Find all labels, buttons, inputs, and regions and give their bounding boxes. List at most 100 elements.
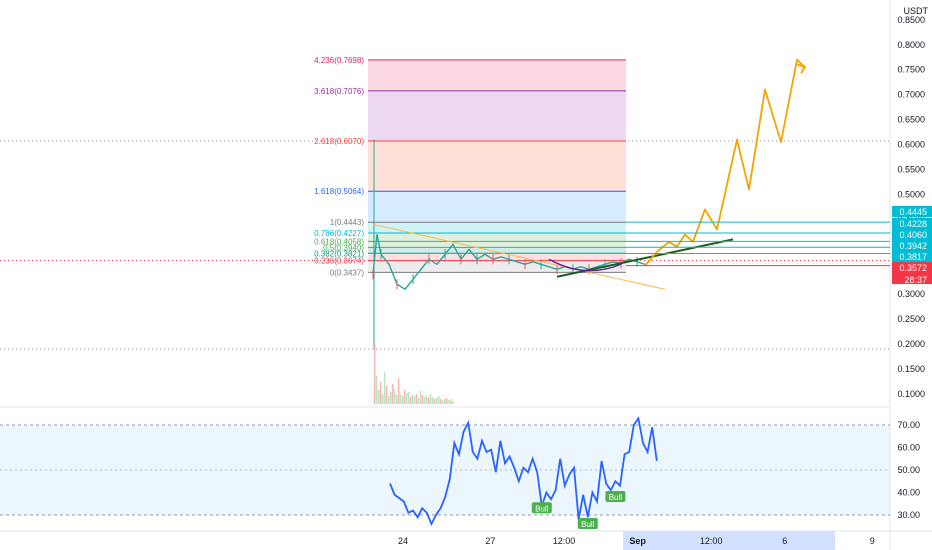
projection-zigzag <box>644 58 806 267</box>
volume-bar <box>409 397 412 404</box>
rsi-tick-label: 40.00 <box>897 488 920 498</box>
price-tick-label: 0.6500 <box>897 115 925 125</box>
time-axis[interactable]: 24 27 12:00 Sep 12:00 6 9 <box>398 531 875 550</box>
fib-level-label: 3.618(0.7076) <box>314 87 364 96</box>
fib-zone <box>368 90 626 142</box>
price-badge <box>892 218 932 229</box>
volume-bar <box>447 400 450 404</box>
fib-level-label: 0.5(0.3940) <box>323 243 364 252</box>
rsi-tick-label: 60.00 <box>897 443 920 453</box>
volume-bar <box>413 396 416 404</box>
price-badge-label: 0.4060 <box>899 230 927 240</box>
volume-bar <box>431 397 434 404</box>
price-line <box>372 234 646 291</box>
price-badge <box>892 206 932 217</box>
fib-zone <box>368 247 626 254</box>
price-tick-label: 0.7000 <box>897 90 925 100</box>
price-badge-label: 0.3817 <box>899 252 927 262</box>
price-badge <box>892 251 932 262</box>
rsi-tick-label: 70.00 <box>897 420 920 430</box>
price-series[interactable] <box>372 234 646 291</box>
volume-bar <box>373 344 376 404</box>
bull-signal-badge <box>605 491 626 502</box>
volume-bar <box>429 394 432 404</box>
volume-bar <box>417 398 420 404</box>
time-tick-label: 9 <box>870 536 875 546</box>
trendlines[interactable] <box>372 223 734 290</box>
projection-arrowhead <box>796 63 807 74</box>
volume-bar <box>393 389 396 404</box>
fib-level-label: 0.236(0.3674) <box>314 257 364 266</box>
time-range-highlight <box>623 531 835 550</box>
time-tick-label: 24 <box>398 536 408 546</box>
volume-bar <box>385 386 388 404</box>
fib-level-label: 1(0.4443) <box>330 218 365 227</box>
volume-bar <box>403 390 406 404</box>
price-axis-unit: USDT <box>904 6 929 16</box>
time-tick-label: 12:00 <box>700 536 723 546</box>
fib-zone <box>368 59 626 91</box>
volume-bar <box>415 394 418 404</box>
projection-path[interactable] <box>644 58 807 267</box>
price-badge-label: 0.4445 <box>899 207 927 217</box>
volume-bar <box>445 398 448 404</box>
bull-signal-badge <box>577 518 598 529</box>
fib-level-label: 0(0.3437) <box>330 268 365 277</box>
time-tick-label: Sep <box>629 536 646 546</box>
price-tick-label: 0.7500 <box>897 65 925 75</box>
price-tick-label: 0.5500 <box>897 164 925 174</box>
rsi-pane[interactable]: Bull Bull Bull <box>389 415 658 529</box>
volume-bar <box>425 396 428 404</box>
volume-bar <box>443 399 446 404</box>
descending-trendline <box>372 223 666 290</box>
volume-bar <box>407 392 410 404</box>
price-badge-label: 0.4228 <box>899 219 927 229</box>
fib-level-label: 0.786(0.4227) <box>314 229 364 238</box>
price-badge-label: 0.3572 <box>899 263 927 273</box>
volume-bar <box>377 390 380 404</box>
fib-level-label: 2.618(0.6070) <box>314 137 364 146</box>
volume-bar <box>395 395 398 404</box>
price-badge <box>892 262 932 284</box>
bull-signal-label: Bull <box>535 504 549 513</box>
fib-zone <box>368 141 626 192</box>
fib-level-label: 0.618(0.4058) <box>314 237 364 246</box>
rsi-tick-label: 30.00 <box>897 510 920 520</box>
volume-bar <box>391 384 394 404</box>
countdown-label: 28:37 <box>904 275 927 285</box>
rsi-tick-label: 50.00 <box>897 465 920 475</box>
rsi-line <box>389 415 658 527</box>
volume-bar <box>421 395 424 404</box>
volume-bar <box>397 378 400 404</box>
time-tick-label: 27 <box>485 536 495 546</box>
volume-bar <box>441 400 444 404</box>
volume-bar <box>427 398 430 404</box>
fib-zone <box>368 253 626 261</box>
fib-zone <box>368 241 626 248</box>
volume-bar <box>379 382 382 404</box>
price-tick-label: 0.1000 <box>897 389 925 399</box>
price-tick-label: 0.6000 <box>897 140 925 150</box>
fib-zone <box>368 222 626 234</box>
volume-bar <box>411 395 414 404</box>
volume-bar <box>419 391 422 404</box>
volume-bar <box>435 398 438 404</box>
rounding-bottom-arc <box>548 258 622 272</box>
volume-bar <box>401 396 404 404</box>
volume-bars <box>373 344 454 404</box>
volume-bar <box>451 401 454 404</box>
price-tick-label: 0.2500 <box>897 314 925 324</box>
fib-zone <box>368 260 626 273</box>
volume-bar <box>405 393 408 404</box>
volume-bar <box>399 394 402 404</box>
volume-bar <box>389 392 392 404</box>
fibonacci-extension[interactable]: 4.236(0.7698) 3.618(0.7076) 2.618(0.6070) 1… <box>314 56 626 350</box>
fib-level-label: 4.236(0.7698) <box>314 56 364 65</box>
volume-bar <box>387 396 390 404</box>
bull-signal-label: Bull <box>581 520 595 529</box>
price-tick-label: 0.2000 <box>897 339 925 349</box>
volume-bar <box>423 397 426 404</box>
bull-signal-badge <box>531 502 552 514</box>
volume-bar <box>439 399 442 404</box>
